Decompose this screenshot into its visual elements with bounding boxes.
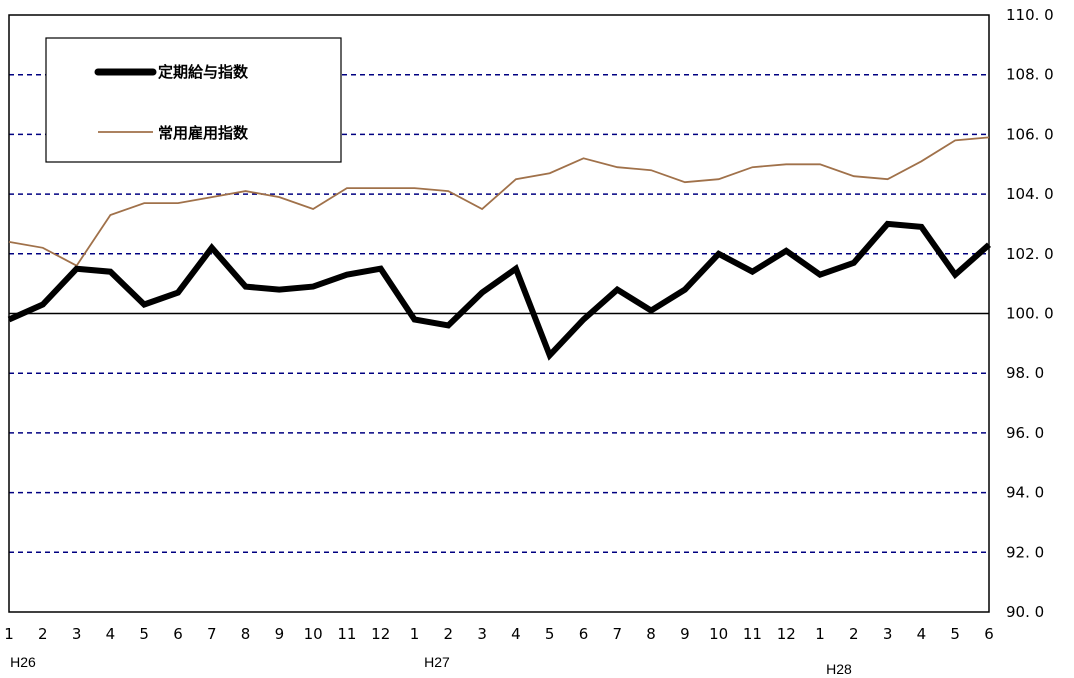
x-tick-label: 5 — [545, 625, 555, 643]
x-tick-label: 1 — [4, 625, 14, 643]
year-label: H27 — [424, 654, 450, 670]
x-tick-label: 2 — [444, 625, 454, 643]
legend: 定期給与指数 常用雇用指数 — [45, 37, 342, 163]
legend-label-employment: 常用雇用指数 — [158, 124, 249, 142]
x-tick-label: 4 — [917, 625, 927, 643]
y-tick-label: 108. 0 — [1006, 66, 1054, 84]
y-tick-label: 92. 0 — [1006, 543, 1044, 561]
x-tick-label: 3 — [477, 625, 487, 643]
x-tick-label: 8 — [241, 625, 251, 643]
x-tick-label: 8 — [646, 625, 656, 643]
x-tick-label: 6 — [984, 625, 994, 643]
series-line-wage — [7, 220, 991, 361]
series-line-employment — [8, 136, 990, 267]
x-tick-label: 1 — [410, 625, 420, 643]
y-tick-label: 94. 0 — [1006, 484, 1044, 502]
x-tick-label: 7 — [207, 625, 217, 643]
y-tick-label: 96. 0 — [1006, 424, 1044, 442]
legend-box — [45, 37, 342, 163]
x-tick-label: 11 — [743, 625, 762, 643]
x-tick-label: 2 — [849, 625, 859, 643]
x-tick-label: 10 — [304, 625, 323, 643]
x-tick-label: 10 — [709, 625, 728, 643]
year-label: H28 — [826, 661, 852, 677]
x-tick-label: 3 — [72, 625, 82, 643]
x-tick-label: 4 — [106, 625, 116, 643]
x-tick-label: 3 — [883, 625, 893, 643]
y-tick-label: 98. 0 — [1006, 364, 1044, 382]
y-tick-label: 102. 0 — [1006, 245, 1054, 263]
y-tick-label: 100. 0 — [1006, 305, 1054, 323]
year-label: H26 — [10, 654, 36, 670]
x-tick-label: 9 — [275, 625, 285, 643]
x-tick-label: 6 — [579, 625, 589, 643]
x-tick-label: 7 — [613, 625, 623, 643]
y-tick-label: 90. 0 — [1006, 603, 1044, 621]
y-tick-label: 106. 0 — [1006, 125, 1054, 143]
legend-label-wage: 定期給与指数 — [158, 63, 249, 81]
x-tick-label: 5 — [950, 625, 960, 643]
x-tick-label: 2 — [38, 625, 48, 643]
year-labels: H26 H27 H28 — [10, 654, 852, 677]
x-tick-label: 9 — [680, 625, 690, 643]
x-tick-label: 4 — [511, 625, 521, 643]
series-group — [7, 136, 991, 361]
x-tick-label: 12 — [371, 625, 390, 643]
x-axis-ticks: 1 2 3 4 5 6 7 8 9 10 11 12 1 2 3 4 5 6 7 8 9 10 11 12 1 2 3 4 5 6 — [4, 625, 994, 643]
x-tick-label: 11 — [337, 625, 356, 643]
y-tick-label: 110. 0 — [1006, 6, 1054, 24]
y-tick-label: 104. 0 — [1006, 185, 1054, 203]
y-axis-ticks: 110. 0 108. 0 106. 0 104. 0 102. 0 100. 0 98. … — [1006, 6, 1054, 621]
x-tick-label: 6 — [173, 625, 183, 643]
x-tick-label: 1 — [815, 625, 825, 643]
x-tick-label: 5 — [139, 625, 149, 643]
x-tick-label: 12 — [777, 625, 796, 643]
